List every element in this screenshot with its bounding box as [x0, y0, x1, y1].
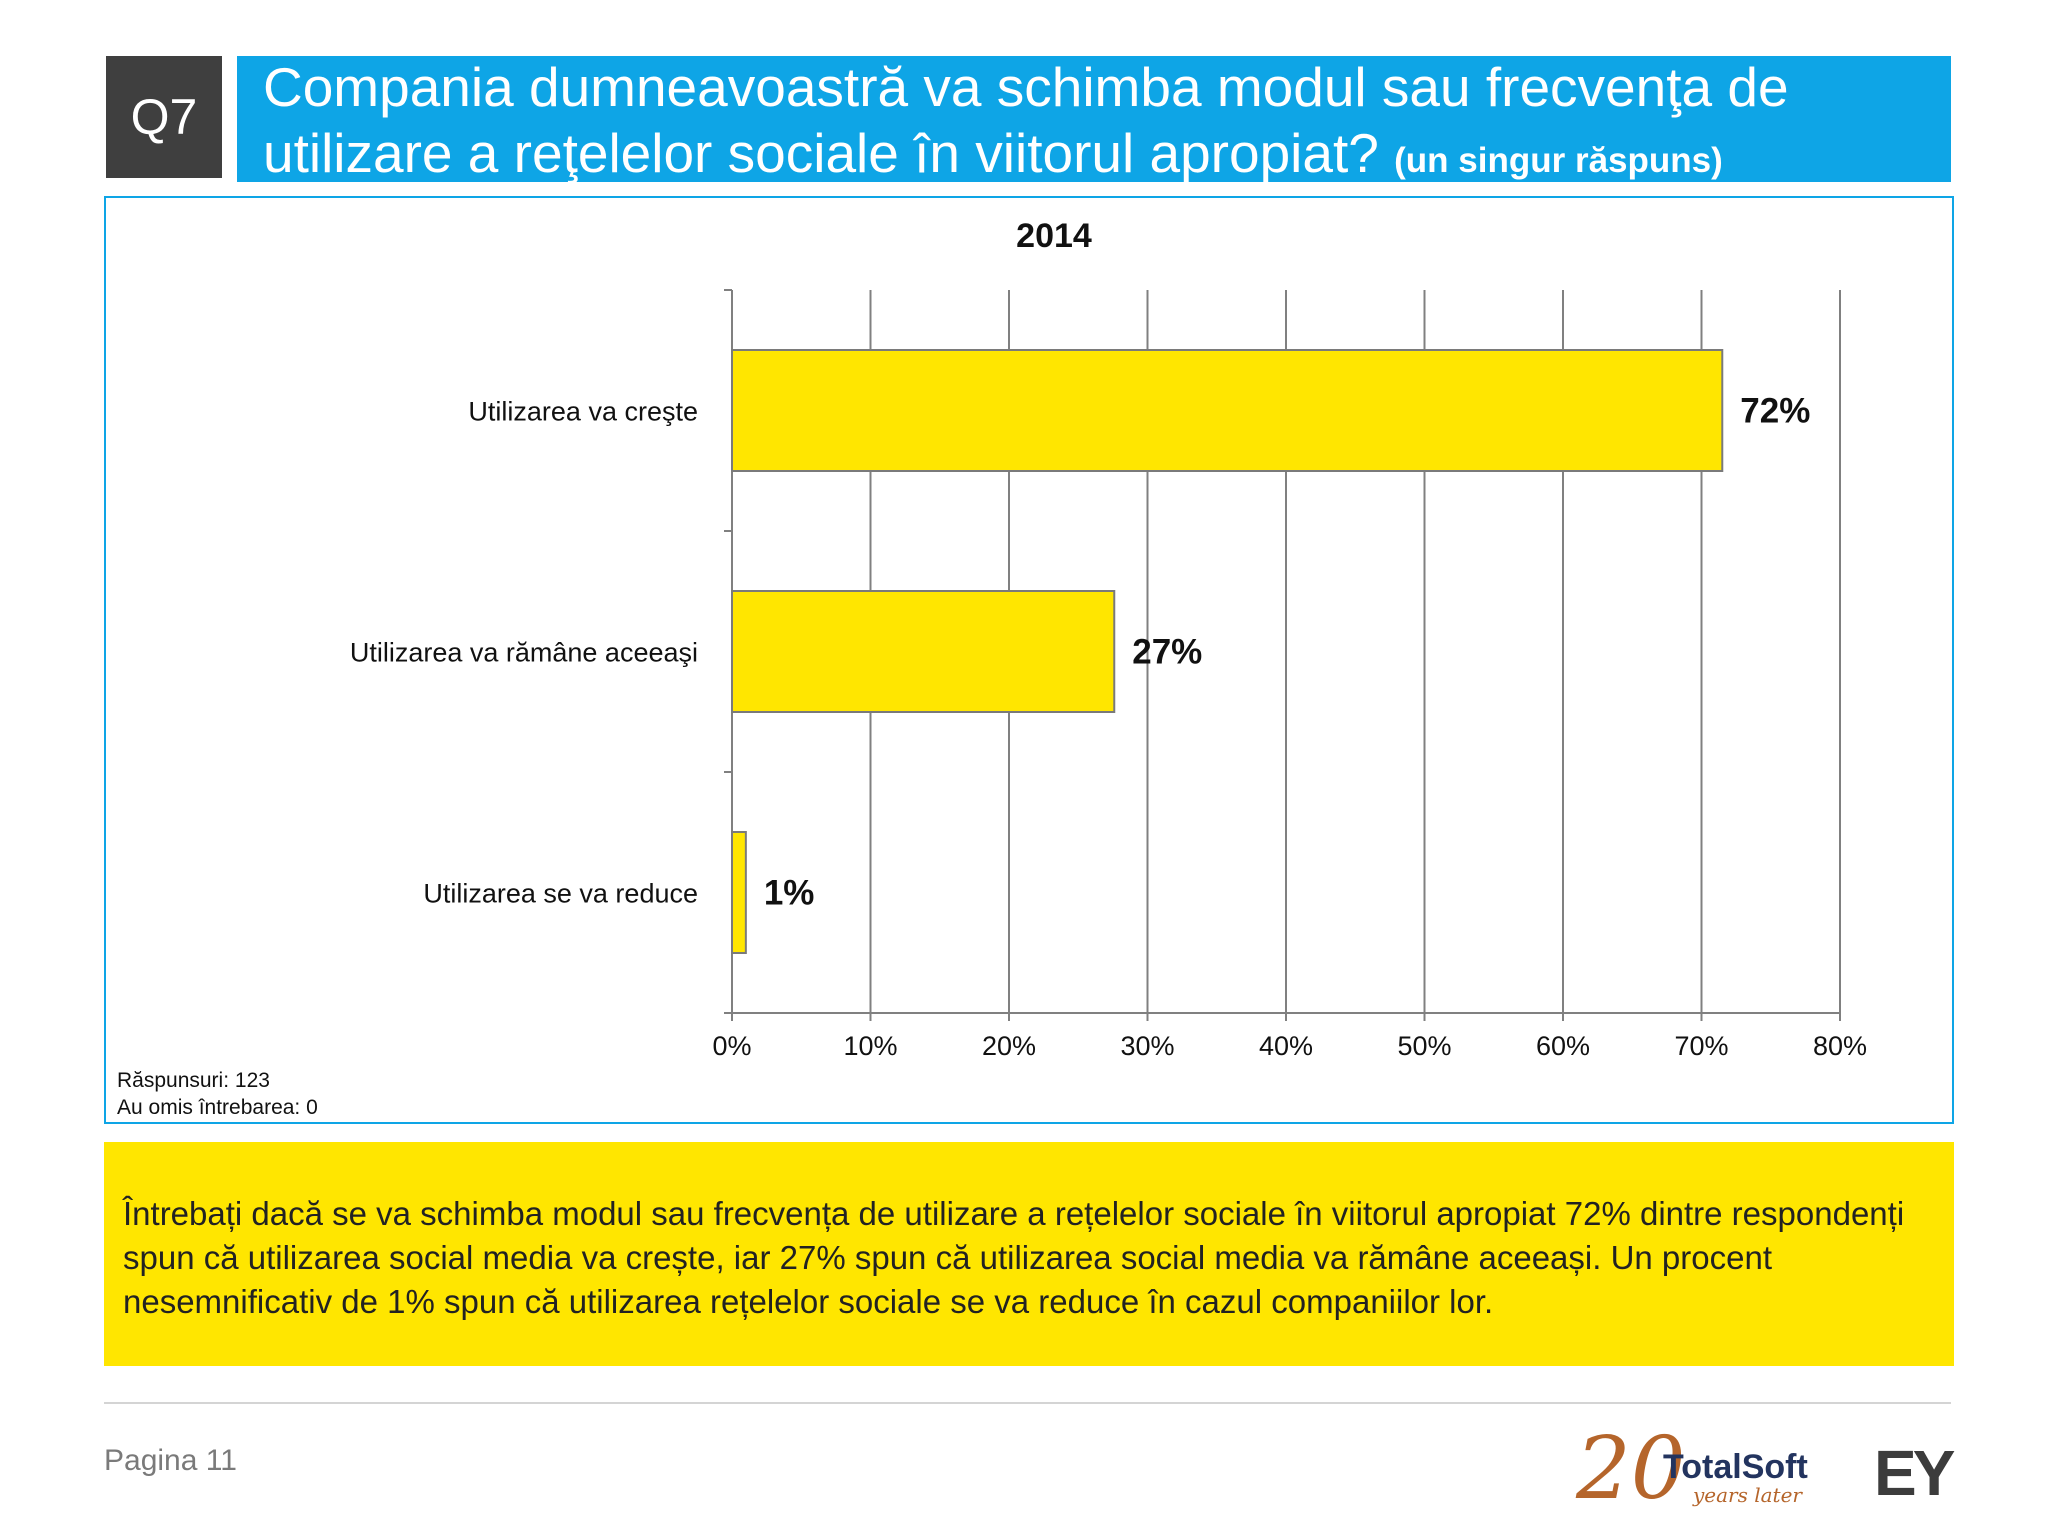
question-note: (un singur răspuns): [1394, 141, 1723, 180]
chart-title: 2014: [1016, 217, 1092, 255]
responses-count: Răspunsuri: 123: [117, 1069, 270, 1092]
x-tick-label: 70%: [1674, 1031, 1728, 1061]
x-tick-label: 50%: [1397, 1031, 1451, 1061]
summary-text: Întrebați dacă se va schimba modul sau f…: [123, 1195, 1905, 1320]
chart-panel: 2014 0% 10% 20% 30% 40% 50% 60% 70% 80% Utilizarea…: [104, 196, 1954, 1124]
question-text: Compania dumneavoastră va schimba modul …: [263, 56, 1789, 184]
category-label: Utilizarea se va reduce: [423, 879, 698, 909]
data-label: 72%: [1740, 392, 1810, 431]
bar: [731, 349, 1724, 472]
bar: [731, 590, 1116, 713]
question-title: Compania dumneavoastră va schimba modul …: [263, 54, 1951, 194]
x-tick-label: 20%: [982, 1031, 1036, 1061]
page-number: Pagina 11: [104, 1444, 237, 1477]
category-label: Utilizarea va rămâne aceeaşi: [350, 638, 698, 668]
category-label: Utilizarea va creşte: [468, 397, 698, 427]
totalsoft-logo: 20 TotalSoft years later: [1575, 1420, 1808, 1519]
data-label: 1%: [764, 874, 815, 913]
bar: [731, 831, 747, 954]
x-tick-label: 30%: [1120, 1031, 1174, 1061]
x-tick-label: 80%: [1813, 1031, 1867, 1061]
totalsoft-tagline: years later: [1692, 1483, 1803, 1507]
x-tick-label: 10%: [843, 1031, 897, 1061]
question-badge: Q7: [106, 56, 222, 178]
summary-box: Întrebați dacă se va schimba modul sau f…: [104, 1142, 1954, 1366]
bar-chart: 2014 0% 10% 20% 30% 40% 50% 60% 70% 80% Utilizarea…: [350, 217, 1867, 1061]
question-header: Compania dumneavoastră va schimba modul …: [237, 56, 1951, 184]
totalsoft-mark: 20: [1575, 1420, 1685, 1519]
x-tick-label: 60%: [1536, 1031, 1590, 1061]
x-tick-label: 0%: [712, 1031, 751, 1061]
footer-divider: [104, 1402, 1951, 1404]
x-tick-label: 40%: [1259, 1031, 1313, 1061]
skipped-count: Au omis întrebarea: 0: [117, 1096, 318, 1119]
ey-logo: EY: [1874, 1437, 1955, 1509]
data-label: 27%: [1132, 633, 1202, 672]
totalsoft-name: TotalSoft: [1663, 1448, 1808, 1486]
